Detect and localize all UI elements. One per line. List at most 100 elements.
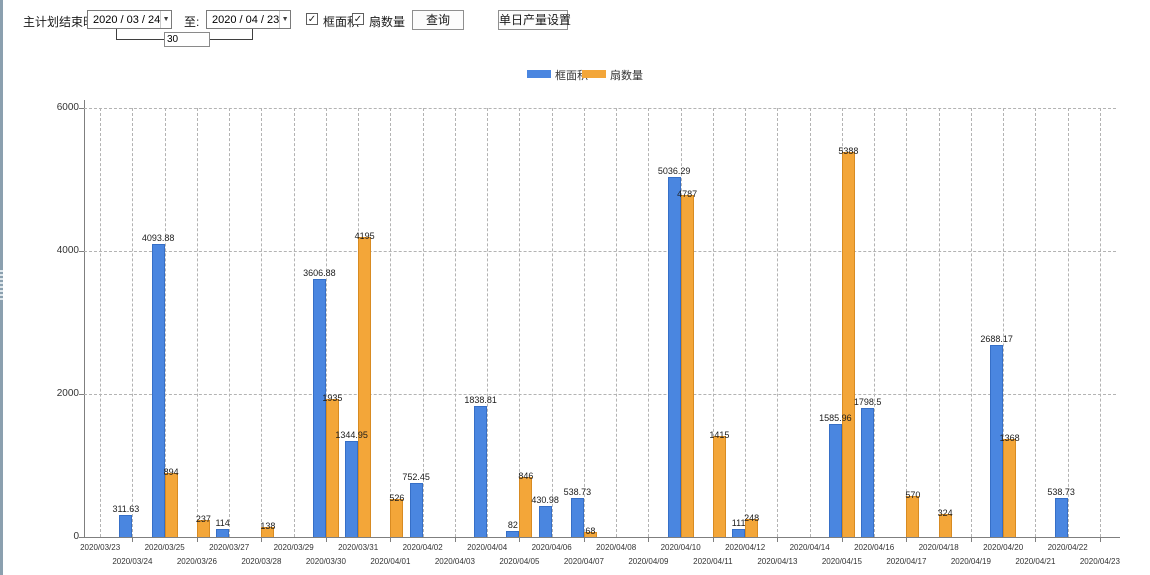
- bar-value-label: 1585.96: [819, 412, 852, 423]
- bar-value-label: 846: [518, 470, 534, 481]
- chevron-down-icon[interactable]: ▼: [160, 11, 171, 28]
- x-axis-date-label: 2020/03/23: [80, 543, 121, 552]
- bar-frame-area: [216, 528, 230, 537]
- x-axis-date-label: 2020/04/06: [531, 543, 572, 552]
- bar-value-label: 1935: [322, 392, 343, 403]
- x-axis-date-label: 2020/04/07: [563, 557, 604, 566]
- x-tick: [1035, 538, 1037, 542]
- chevron-down-icon[interactable]: ▼: [279, 11, 290, 28]
- v-gridline: [1099, 108, 1101, 537]
- bar-fan-count: [1003, 439, 1017, 537]
- date-from-picker[interactable]: 2020 / 03 / 24 ▼: [87, 10, 172, 29]
- x-axis-date-label: 2020/04/02: [402, 543, 443, 552]
- x-axis-date-label: 2020/04/10: [660, 543, 701, 552]
- x-axis-date-label: 2020/04/21: [1015, 557, 1056, 566]
- x-tick: [196, 538, 198, 542]
- bar-value-label: 4093.88: [141, 233, 175, 244]
- x-axis-date-label: 2020/03/24: [112, 557, 153, 566]
- frame-area-checkbox[interactable]: ✓: [306, 13, 318, 25]
- bar-fan-count: [164, 473, 178, 537]
- bar-value-label: 114: [215, 517, 230, 528]
- x-axis-date-label: 2020/04/23: [1079, 557, 1120, 566]
- bar-frame-area: [312, 279, 326, 537]
- bar-fan-count: [261, 527, 275, 537]
- bar-value-label: 430.98: [531, 495, 559, 506]
- y-tick: [79, 537, 84, 538]
- bar-value-label: 237: [195, 514, 211, 525]
- v-gridline: [454, 108, 456, 537]
- bar-frame-area: [474, 405, 488, 537]
- x-axis-date-label: 2020/03/28: [241, 557, 282, 566]
- y-tick: [79, 108, 84, 109]
- v-gridline: [970, 108, 972, 537]
- date-to-picker[interactable]: 2020 / 04 / 23 ▼: [206, 10, 291, 29]
- v-gridline: [1035, 108, 1037, 537]
- interval-days-input[interactable]: [164, 32, 210, 47]
- splitter-grip-icon[interactable]: [0, 270, 3, 302]
- bar-fan-count: [712, 435, 726, 537]
- v-gridline: [487, 108, 489, 537]
- x-axis-date-label: 2020/04/15: [821, 557, 862, 566]
- bar-fan-count: [938, 513, 952, 537]
- bar-frame-area: [1054, 498, 1068, 537]
- connector-line: [252, 29, 253, 40]
- v-gridline: [745, 108, 747, 537]
- bar-value-label: 752.45: [402, 472, 430, 483]
- bar-value-label: 68: [585, 526, 596, 537]
- v-gridline: [293, 108, 295, 537]
- y-axis-line: [84, 100, 85, 537]
- daily-output-settings-button[interactable]: 单日产量设置: [498, 10, 571, 30]
- bar-value-label: 526: [389, 493, 405, 504]
- x-tick: [325, 538, 327, 542]
- fan-count-checkbox[interactable]: ✓: [352, 13, 364, 25]
- bar-frame-area: [506, 531, 520, 537]
- bar-fan-count: [680, 194, 694, 537]
- bar-value-label: 3606.88: [303, 268, 336, 279]
- bar-frame-area: [667, 176, 681, 537]
- v-gridline: [583, 108, 585, 537]
- x-tick: [583, 538, 585, 542]
- bar-value-label: 311.63: [112, 503, 140, 514]
- v-gridline: [196, 108, 198, 537]
- legend-swatch-fan-count: [582, 70, 606, 78]
- x-axis-date-label: 2020/04/08: [596, 543, 637, 552]
- date-to-value: 2020 / 04 / 23: [212, 13, 280, 26]
- x-axis-date-label: 2020/04/20: [983, 543, 1024, 552]
- x-axis-date-label: 2020/04/11: [693, 557, 733, 566]
- x-axis-date-label: 2020/04/03: [434, 557, 475, 566]
- v-gridline: [164, 108, 166, 537]
- x-axis-date-label: 2020/04/16: [854, 543, 895, 552]
- x-tick: [519, 538, 521, 542]
- bar-fan-count: [745, 519, 759, 537]
- x-tick: [390, 538, 392, 542]
- bar-value-label: 4195: [354, 231, 375, 242]
- bar-frame-area: [828, 423, 842, 537]
- query-button[interactable]: 查询: [412, 10, 464, 30]
- v-gridline: [906, 108, 908, 537]
- bar-frame-area: [409, 483, 423, 537]
- x-axis-date-label: 2020/03/25: [144, 543, 185, 552]
- bar-fan-count: [906, 496, 920, 537]
- v-gridline: [229, 108, 231, 537]
- x-axis-date-label: 2020/04/01: [370, 557, 411, 566]
- bar-value-label: 570: [905, 490, 921, 501]
- bar-fan-count: [358, 237, 372, 537]
- bar-value-label: 4787: [677, 188, 698, 199]
- x-axis-line: [84, 537, 1120, 538]
- v-gridline: [1067, 108, 1069, 537]
- x-axis-date-label: 2020/03/31: [338, 543, 379, 552]
- bar-value-label: 248: [744, 513, 760, 524]
- bar-value-label: 538.73: [1047, 487, 1075, 498]
- v-gridline: [777, 108, 779, 537]
- y-tick: [79, 394, 84, 395]
- y-tick: [79, 251, 84, 252]
- bar-value-label: 538.73: [563, 487, 592, 498]
- x-tick: [712, 538, 714, 542]
- legend-swatch-frame-area: [527, 70, 551, 78]
- left-splitter[interactable]: [0, 0, 3, 575]
- connector-line: [116, 29, 117, 40]
- x-axis-date-label: 2020/04/09: [628, 557, 669, 566]
- y-tick-label: 6000: [56, 102, 79, 113]
- x-axis-date-label: 2020/04/18: [918, 543, 959, 552]
